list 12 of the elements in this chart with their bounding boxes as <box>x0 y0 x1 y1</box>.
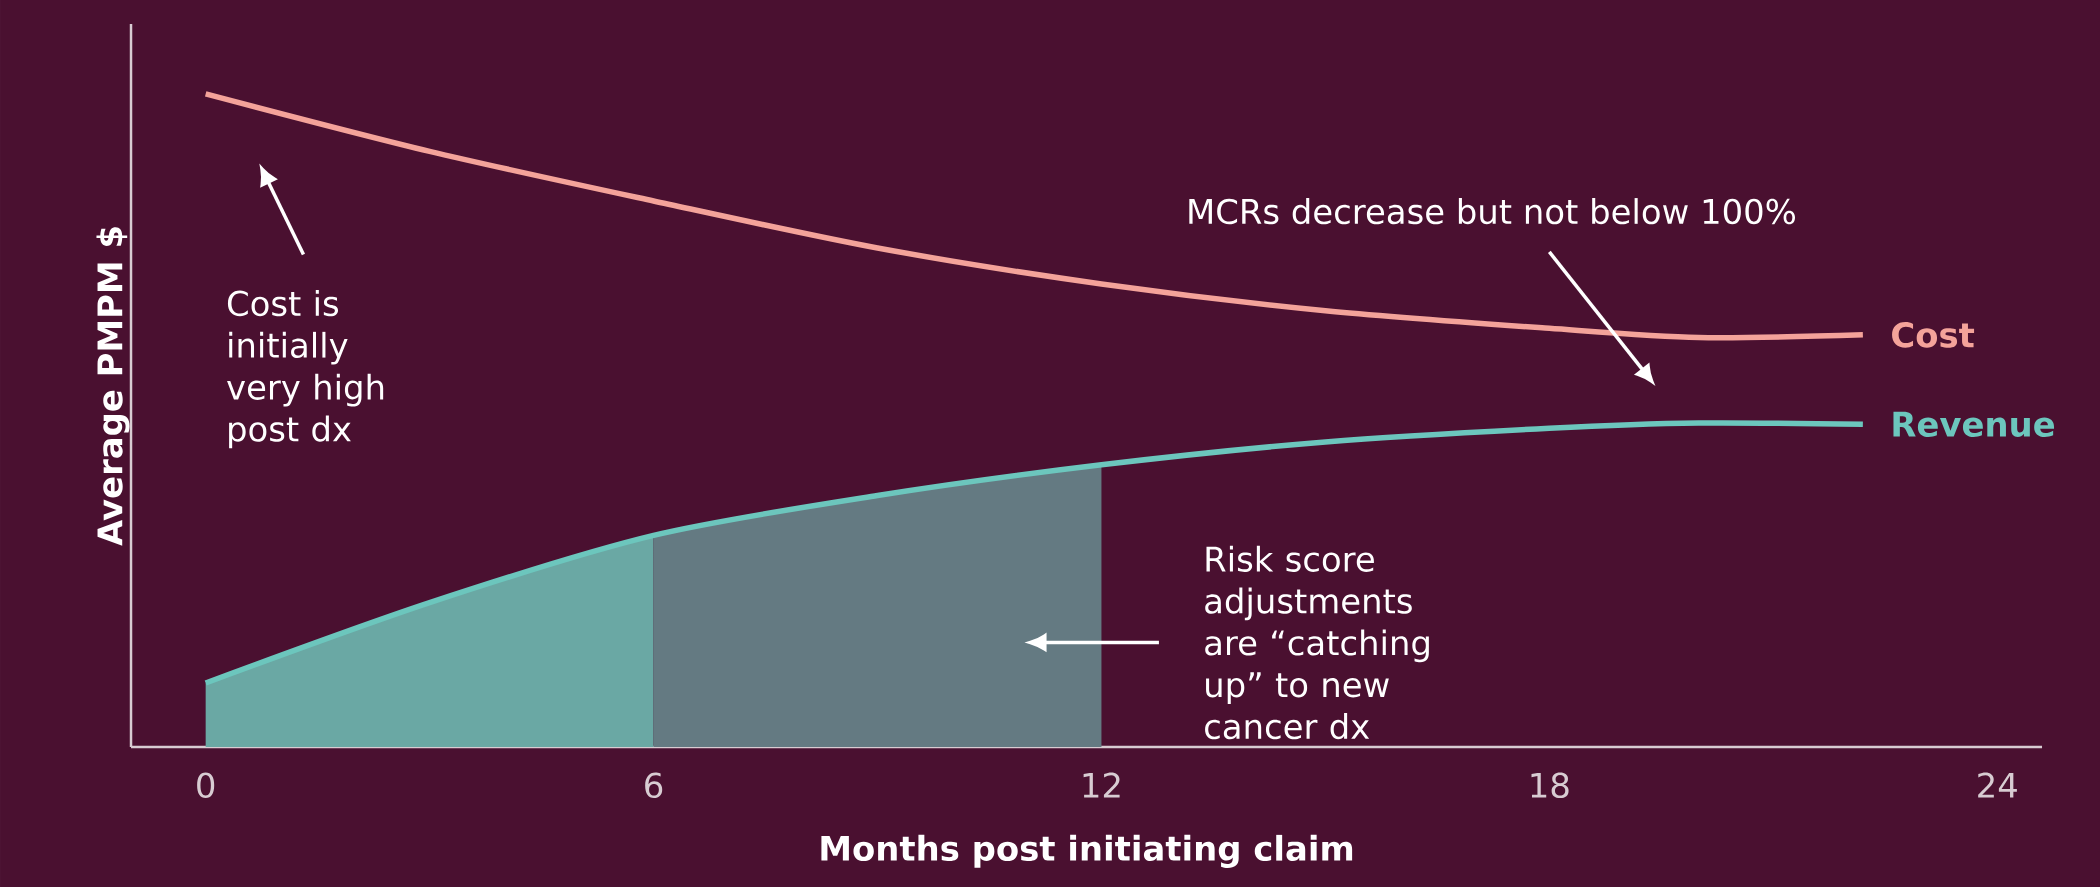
x-tick-label: 0 <box>197 772 215 799</box>
annotation: Cost is initially very high post dx <box>227 290 384 449</box>
x-tick-label: 24 <box>1978 772 2017 798</box>
y-axis-title: Average PMPM $ <box>96 227 130 546</box>
x-tick-label: 6 <box>645 772 663 799</box>
series-label: Cost <box>1892 322 1975 348</box>
series-label: Revenue <box>1893 411 2055 437</box>
annotation: MCRs decrease but not below 100% <box>1189 198 1795 225</box>
annotation: Risk score adjustments are “catching up” to new cancer dx <box>1205 545 1429 740</box>
x-axis-title: Months post initiating claim <box>821 834 1353 868</box>
x-tick-label: 12 <box>1083 772 1120 798</box>
x-tick-label: 18 <box>1531 772 1569 799</box>
